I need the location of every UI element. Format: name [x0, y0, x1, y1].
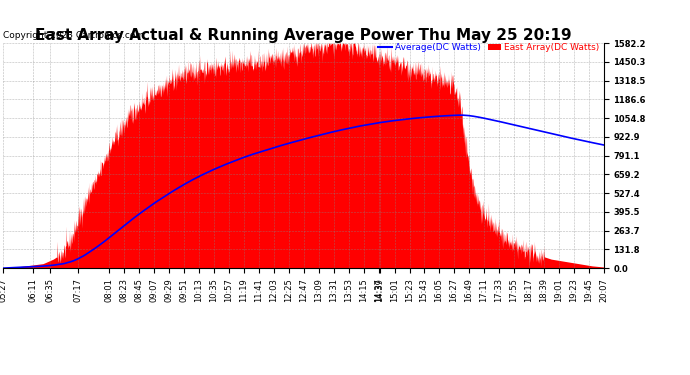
Legend: Average(DC Watts), East Array(DC Watts): Average(DC Watts), East Array(DC Watts): [378, 43, 599, 52]
Title: East Array Actual & Running Average Power Thu May 25 20:19: East Array Actual & Running Average Powe…: [35, 28, 572, 43]
Text: Copyright 2023 Cartronics.com: Copyright 2023 Cartronics.com: [3, 31, 145, 40]
